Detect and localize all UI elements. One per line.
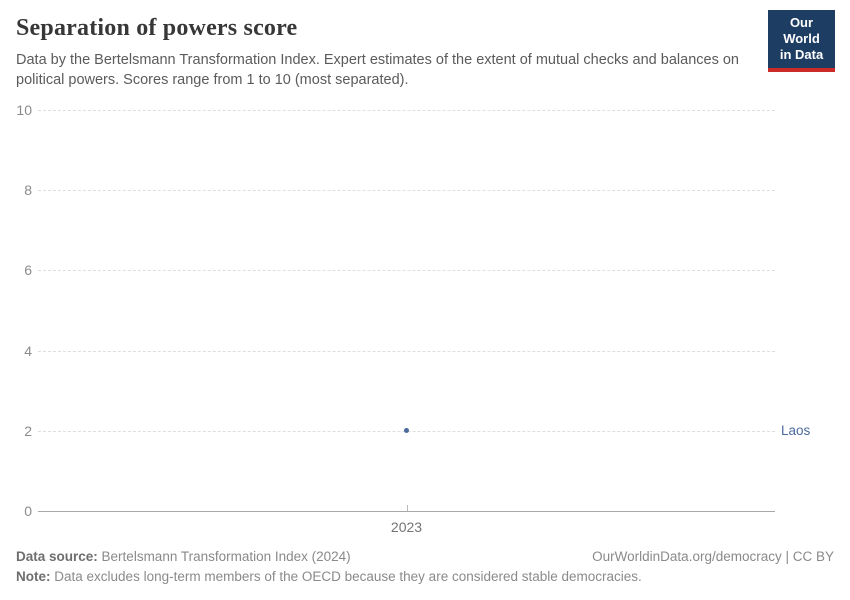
scatter-chart: 0 2 4 6 8 10 2023 Laos <box>0 102 850 535</box>
data-source-value: Bertelsmann Transformation Index (2024) <box>101 549 351 564</box>
y-axis-tick-label: 2 <box>24 422 32 439</box>
y-axis-tick-label: 4 <box>24 342 32 359</box>
note-value: Data excludes long-term members of the O… <box>54 569 642 584</box>
owid-logo-line2: in Data <box>779 47 824 62</box>
x-axis-tick-mark <box>406 505 408 511</box>
y-axis-tick-label: 0 <box>24 503 32 519</box>
y-axis-tick-label: 6 <box>24 262 32 279</box>
y-axis-tick-label: 10 <box>16 102 32 118</box>
series-label[interactable]: Laos <box>781 422 811 438</box>
gridline <box>38 110 775 111</box>
chart-subtitle: Data by the Bertelsmann Transformation I… <box>16 52 739 88</box>
chart-footer: Data source: Bertelsmann Transformation … <box>16 548 834 585</box>
page-title: Separation of powers score <box>16 15 298 41</box>
x-axis-tick-label: 2023 <box>390 519 423 535</box>
note-label: Note: <box>16 569 51 584</box>
gridline <box>38 350 775 352</box>
x-axis-line <box>38 511 775 512</box>
owid-link[interactable]: OurWorldinData.org/democracy | CC BY <box>592 549 834 564</box>
gridline <box>38 270 775 272</box>
owid-logo: Our World in Data <box>768 10 835 72</box>
data-source-label: Data source: <box>16 549 98 564</box>
data-point[interactable] <box>404 428 409 434</box>
owid-logo-line1: Our World <box>783 15 820 46</box>
note-line: Note: Data excludes long-term members of… <box>16 568 834 585</box>
data-source-line: Data source: Bertelsmann Transformation … <box>16 548 351 565</box>
gridline <box>38 190 775 192</box>
y-axis-tick-label: 8 <box>24 182 32 199</box>
